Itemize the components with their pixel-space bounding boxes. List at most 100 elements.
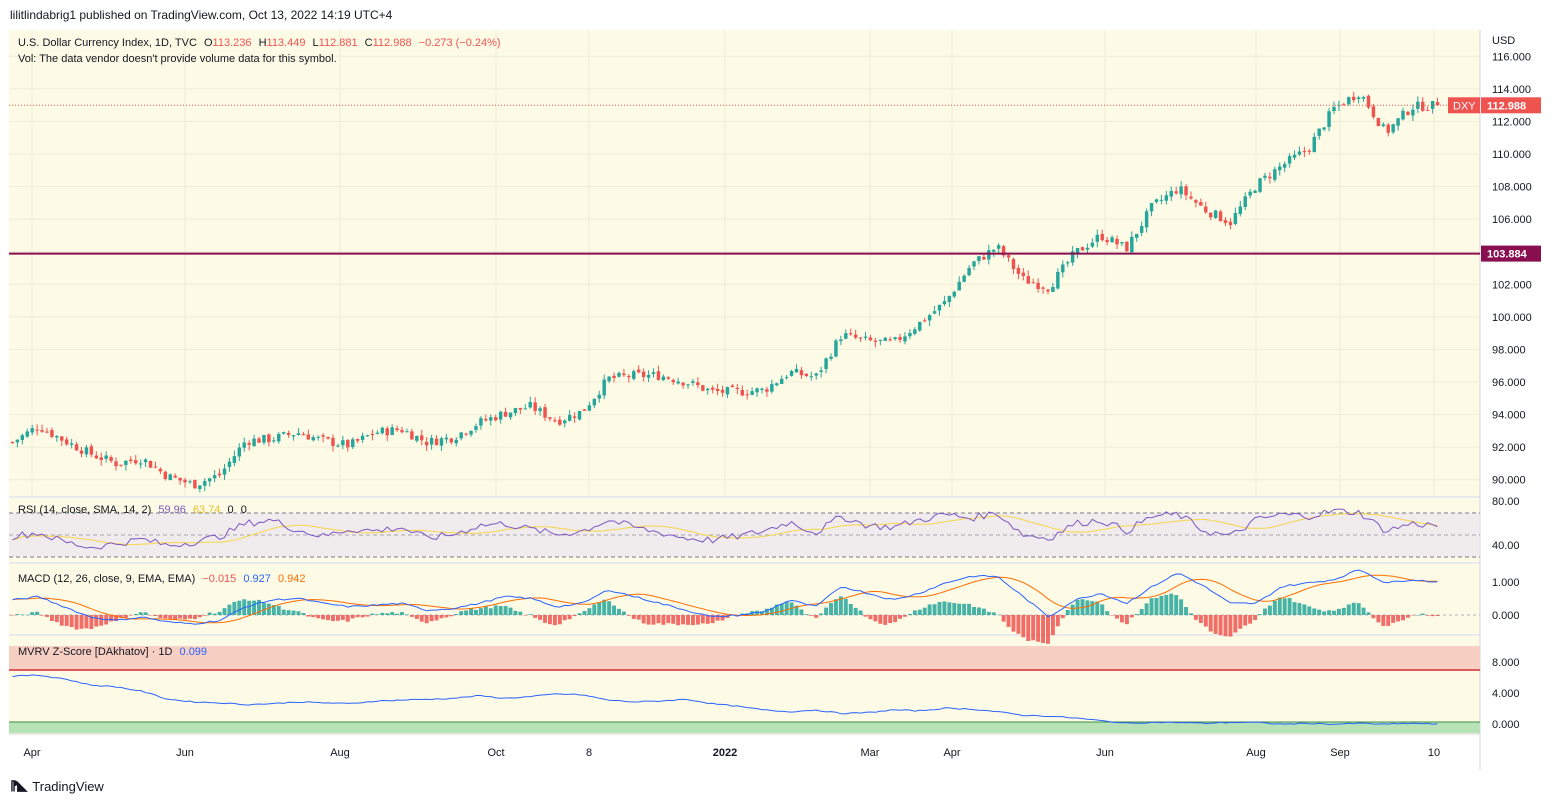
macd-hist-bar [784,601,789,615]
macd-hist-bar [114,615,118,622]
macd-hist-bar [173,615,178,620]
candle-body [1001,246,1006,256]
time-axis[interactable]: Apr Jun Aug Oct 8 2022 Mar Apr Jun Aug Sep 10 [23,747,1440,759]
macd-hist-bar [138,612,143,615]
time-tick: Sep [1330,747,1350,759]
currency-label: USD [1492,35,1515,47]
candle-body [272,440,276,442]
candle-body [35,429,39,431]
candle-body [114,461,118,467]
macd-hist-bar [133,613,138,615]
macd-hist-bar [197,615,202,618]
macd-hist-bar [1218,615,1223,636]
level-price-text: 103.884 [1487,249,1528,261]
macd-hist-bar [365,615,370,617]
candle-body [301,434,306,436]
chart-area[interactable]: USD 116.000 114.000 112.000 110.000 108.000 1… [0,30,1556,770]
macd-hist-bar [1021,615,1026,638]
candle-body [1312,136,1316,153]
candle-body [119,464,123,466]
candle-body [40,430,44,432]
chart-svg[interactable]: USD 116.000114.000112.000110.000108.0001… [0,30,1556,770]
macd-hist-bar [301,613,306,615]
candle-body [952,291,957,297]
candle-body [1411,109,1415,116]
macd-hist-bar [686,615,690,625]
macd-hist-bar [996,614,1001,616]
candle-body [1425,109,1430,111]
macd-hist-bar [972,606,976,615]
macd-hist-bar [1110,615,1115,616]
macd-hist-bar [809,615,814,616]
candle-body [770,384,774,392]
macd-hist-bar [543,615,547,623]
candle-body [134,460,138,464]
mvrv-tick-4: 4.000 [1492,688,1520,700]
rsi-line [12,508,1438,550]
candle-body [281,432,286,434]
macd-hist-bar [607,601,612,615]
macd-hist-bar [1405,615,1410,618]
candle-body [1356,97,1361,100]
candle-body [94,455,99,459]
candle-body [148,460,153,468]
candle-body [1223,220,1228,224]
macd-hist-bar [1119,615,1124,623]
candle-body [1120,242,1124,244]
macd-hist-bar [597,602,602,615]
candle-body [1238,206,1243,214]
candle-body [1189,196,1193,199]
macd-hist-bar [705,615,710,624]
candle-body [311,437,315,441]
candle-body [636,369,641,373]
macd-hist-bar [666,615,671,624]
macd-hist-bar [404,614,409,615]
candle-body [607,376,611,382]
candle-body [493,417,498,421]
macd-hist-bar [247,600,252,615]
candle-body [1273,169,1277,180]
macd-hist-bar [1198,615,1203,624]
price-tick: 94.000 [1492,410,1526,422]
price-tick: 106.000 [1492,214,1532,226]
macd-hist-bar [942,601,947,615]
macd-hist-bar [1159,595,1164,615]
candle-body [439,438,444,446]
macd-hist-bar [1425,615,1430,616]
candle-body [913,329,917,334]
candle-body [331,437,335,447]
price-axis[interactable]: 116.000 114.000 112.000 110.000 108.000 106.0… [1492,51,1532,486]
rsi-tick-40: 40.00 [1492,540,1520,552]
candle-body [55,435,59,438]
macd-hist-bar [853,607,858,615]
candle-body [523,408,528,410]
candle-body [1095,234,1100,242]
candle-body [592,398,597,406]
macd-hist-bar [898,615,903,619]
candle-body [804,373,809,377]
candle-body [799,370,804,376]
macd-hist-bar [1351,602,1356,615]
candle-body [528,401,532,408]
rsi-legend: RSI (14, close, SMA, 14, 2) 59.96 63.74 … [18,504,247,516]
candles [10,91,1440,493]
macd-hist-bar [690,615,695,626]
candle-body [1051,286,1055,292]
macd-hist-bar [1031,615,1036,641]
macd-hist-bar [207,612,212,615]
mvrv-label: MVRV Z-Score [DAkhatov] · 1D [18,646,173,658]
candle-body [1016,267,1021,274]
candle-body [622,373,626,376]
macd-hist-bar [907,613,912,615]
macd-hist-bar [419,615,424,622]
candle-body [1401,110,1405,120]
macd-hist-bar [1203,615,1208,627]
macd-hist-bar [562,615,567,621]
macd-hist-bar [30,612,35,615]
mvrv-legend: MVRV Z-Score [DAkhatov] · 1D 0.099 [18,646,207,658]
candle-body [277,433,281,442]
candle-body [740,389,744,396]
macd-hist-bar [695,615,700,625]
macd-hist-bar [636,615,641,620]
macd-hist-bar [557,615,562,625]
